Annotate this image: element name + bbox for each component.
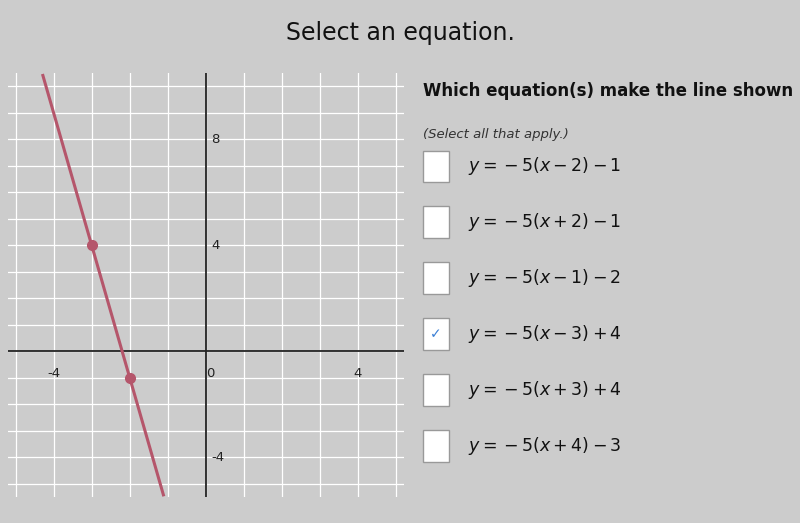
FancyBboxPatch shape [422,374,449,406]
Text: $y=-5(x+3)+4$: $y=-5(x+3)+4$ [468,379,622,401]
FancyBboxPatch shape [422,430,449,462]
Text: (Select all that apply.): (Select all that apply.) [422,128,569,141]
Text: $y=-5(x-1)-2$: $y=-5(x-1)-2$ [468,267,621,289]
Text: ✓: ✓ [430,327,442,341]
FancyBboxPatch shape [422,263,449,294]
Text: Select an equation.: Select an equation. [286,21,514,45]
Text: 4: 4 [354,367,362,380]
Text: $y=-5(x+2)-1$: $y=-5(x+2)-1$ [468,211,622,233]
Text: $y=-5(x-3)+4$: $y=-5(x-3)+4$ [468,323,622,345]
Text: -4: -4 [47,367,60,380]
FancyBboxPatch shape [422,319,449,350]
Text: 4: 4 [211,239,220,252]
Text: $y=-5(x-2)-1$: $y=-5(x-2)-1$ [468,155,622,177]
Text: 8: 8 [211,133,220,146]
Text: 0: 0 [206,367,214,380]
FancyBboxPatch shape [422,207,449,238]
Text: Which equation(s) make the line shown here?: Which equation(s) make the line shown he… [422,82,800,100]
Text: $y=-5(x+4)-3$: $y=-5(x+4)-3$ [468,435,622,457]
FancyBboxPatch shape [422,151,449,183]
Text: -4: -4 [211,451,225,463]
